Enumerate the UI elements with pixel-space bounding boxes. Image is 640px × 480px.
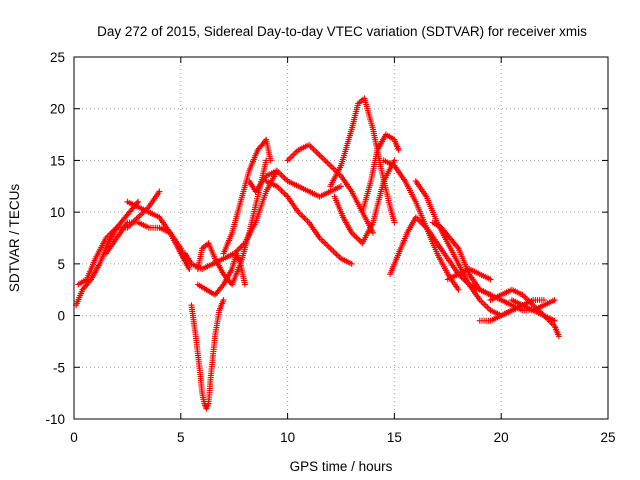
x-axis-label: GPS time / hours <box>290 459 393 474</box>
series-pass-15 <box>359 131 402 216</box>
y-tick-label: 10 <box>50 205 65 220</box>
y-tick-label: 20 <box>50 102 65 117</box>
plot-frame <box>73 56 609 420</box>
x-tick-label: 5 <box>177 430 185 445</box>
data-point-markers <box>194 250 248 298</box>
x-tick-label: 10 <box>280 430 295 445</box>
series-pass-5 <box>188 297 227 412</box>
y-axis-label: SDTVAR / TECUs <box>7 184 22 293</box>
series-pass-4 <box>124 198 193 272</box>
data-point-markers <box>188 297 227 412</box>
series-pass-23 <box>508 297 562 340</box>
y-tick-label: 15 <box>50 153 65 168</box>
data-point-markers <box>220 136 274 257</box>
series-pass-18 <box>412 178 526 319</box>
data-point-markers <box>508 297 562 340</box>
y-tick-label: -10 <box>45 412 65 427</box>
data-points <box>73 95 562 412</box>
data-point-markers <box>359 131 402 216</box>
data-point-markers <box>182 167 280 272</box>
data-point-markers <box>124 198 193 272</box>
y-tick-label: 25 <box>50 50 65 65</box>
data-point-markers <box>284 141 376 236</box>
series-pass-11 <box>263 178 355 267</box>
data-point-markers <box>412 178 526 319</box>
data-point-markers <box>246 167 344 200</box>
series-pass-14 <box>331 157 398 247</box>
x-tick-label: 20 <box>494 430 509 445</box>
x-tick-label: 0 <box>70 430 78 445</box>
chart-title: Day 272 of 2015, Sidereal Day-to-day VTE… <box>97 24 587 39</box>
series-pass-9 <box>220 136 274 257</box>
grid <box>74 57 608 419</box>
series-pass-8 <box>194 250 248 298</box>
x-tick-label: 15 <box>387 430 402 445</box>
y-tick-label: 0 <box>57 309 65 324</box>
series-pass-6 <box>182 167 280 272</box>
data-point-markers <box>331 157 398 247</box>
series-pass-10 <box>246 167 344 200</box>
y-tick-label: 5 <box>57 257 65 272</box>
data-point-markers <box>444 266 494 283</box>
y-tick-label: -5 <box>53 360 65 375</box>
series-pass-12 <box>284 141 376 236</box>
series-pass-20 <box>444 266 494 283</box>
data-point-markers <box>263 178 355 267</box>
x-tick-label: 25 <box>600 430 615 445</box>
